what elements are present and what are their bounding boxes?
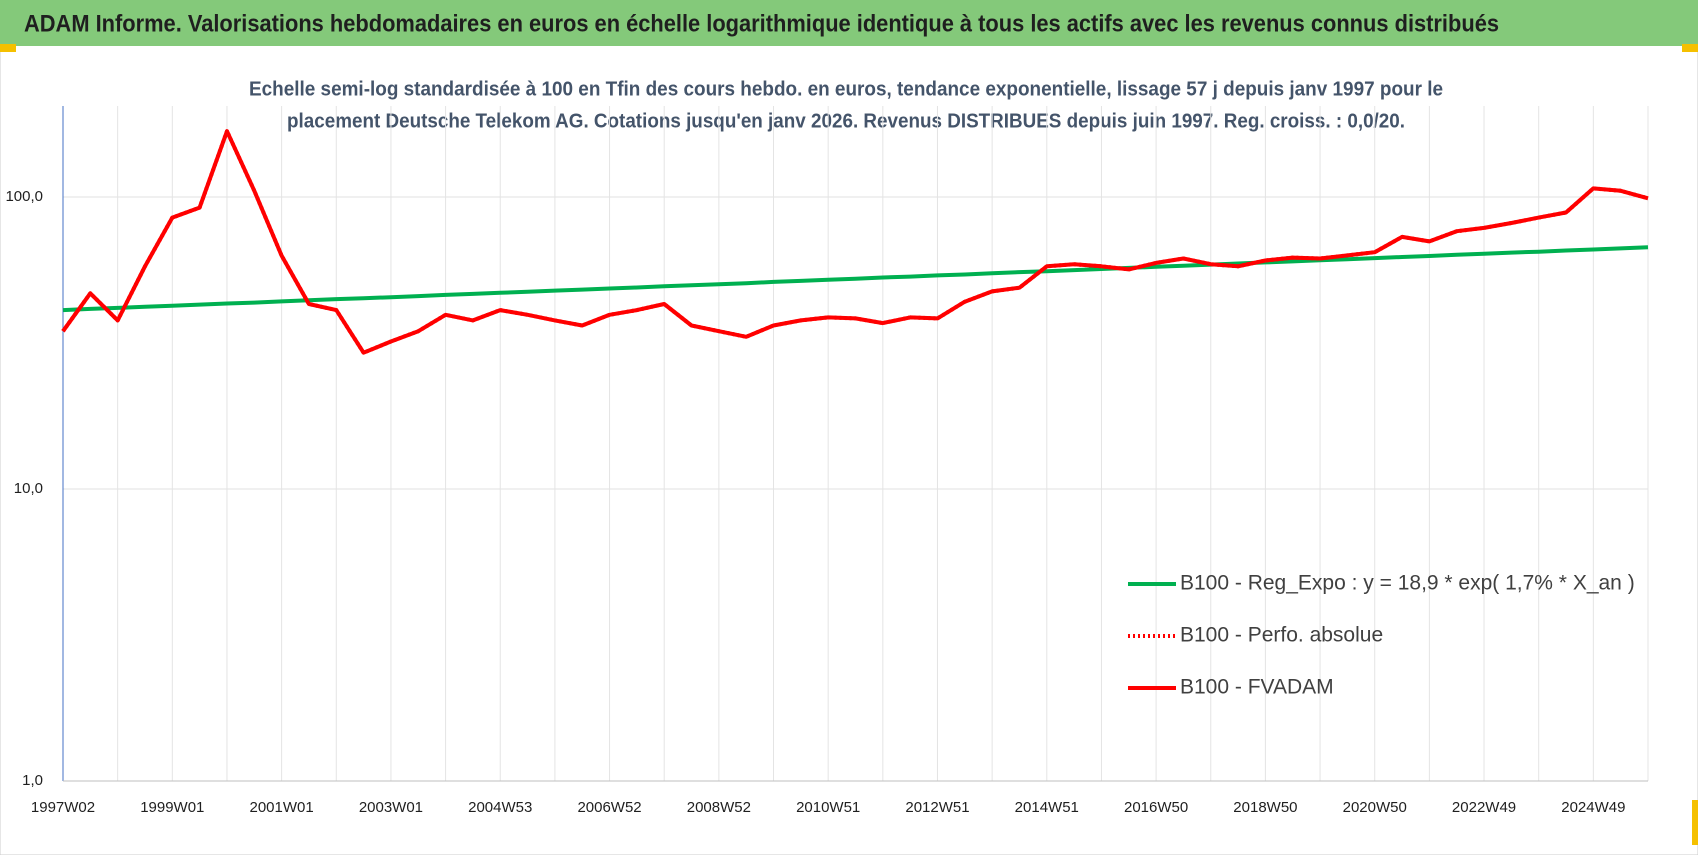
- x-tick-label: 2004W53: [468, 799, 532, 816]
- x-tick-label: 2003W01: [359, 799, 423, 816]
- corner: [1692, 800, 1698, 845]
- header-bar: [0, 0, 1698, 46]
- x-tick-label: 2001W01: [250, 799, 314, 816]
- x-tick-label: 1997W02: [31, 799, 95, 816]
- chart-subtitle: Echelle semi-log standardisée à 100 en T…: [249, 78, 1443, 100]
- x-tick-label: 1999W01: [140, 799, 204, 816]
- x-tick-label: 2020W50: [1343, 799, 1407, 816]
- corner: [1682, 44, 1698, 52]
- series-line: [62, 245, 1649, 313]
- page-title: ADAM Informe. Valorisations hebdomadaire…: [24, 10, 1499, 37]
- series-line: [61, 129, 1649, 355]
- x-tick-label: 2016W50: [1124, 799, 1188, 816]
- y-tick-label: 10,0: [14, 480, 43, 497]
- x-tick-label: 2012W51: [905, 799, 969, 816]
- x-tick-label: 2018W50: [1233, 799, 1297, 816]
- legend-label: B100 - Reg_Expo : y = 18,9 * exp( 1,7% *…: [1180, 572, 1635, 595]
- x-tick-label: 2010W51: [796, 799, 860, 816]
- x-tick-label: 2022W49: [1452, 799, 1516, 816]
- x-tick-label: 2006W52: [577, 799, 641, 816]
- legend-label: B100 - FVADAM: [1180, 676, 1334, 699]
- y-tick-label: 1,0: [22, 772, 43, 789]
- chart-subtitle: placement Deutsche Telekom AG. Cotations…: [287, 110, 1405, 132]
- x-tick-label: 2008W52: [687, 799, 751, 816]
- x-tick-label: 2024W49: [1561, 799, 1625, 816]
- legend-label: B100 - Perfo. absolue: [1180, 624, 1383, 647]
- y-tick-label: 100,0: [5, 188, 43, 205]
- x-tick-label: 2014W51: [1015, 799, 1079, 816]
- corner: [0, 44, 16, 52]
